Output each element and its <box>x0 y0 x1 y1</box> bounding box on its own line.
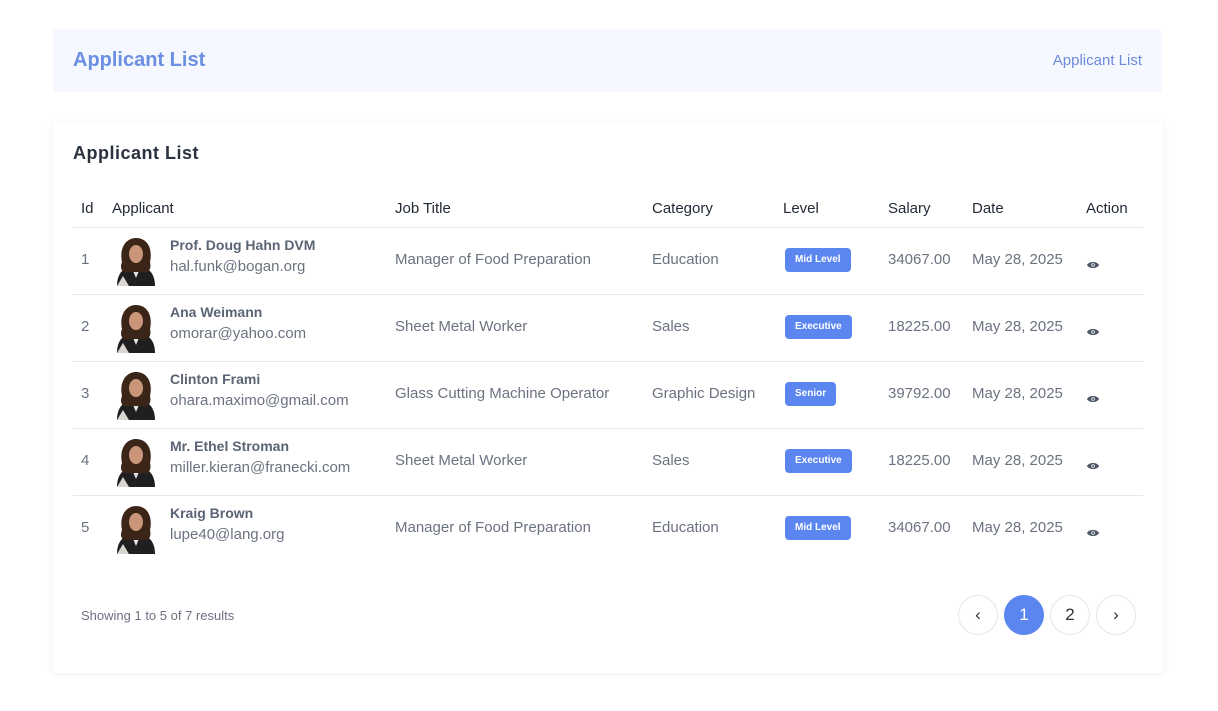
salary: 39792.00 <box>888 385 951 402</box>
category: Sales <box>652 452 690 469</box>
avatar <box>113 437 159 487</box>
category: Education <box>652 251 719 268</box>
page-header: Applicant List Applicant List <box>53 29 1162 92</box>
applicant-email: omorar@yahoo.com <box>170 325 307 342</box>
salary: 34067.00 <box>888 251 951 268</box>
view-button[interactable] <box>1087 323 1099 335</box>
level-badge: Senior <box>785 382 837 406</box>
column-header: Date <box>972 200 1004 217</box>
page-button[interactable]: 2 <box>1050 595 1090 635</box>
applicant-name[interactable]: Ana Weimann <box>170 304 263 320</box>
column-header: Job Title <box>395 200 451 217</box>
column-header: Salary <box>888 200 931 217</box>
job-title: Glass Cutting Machine Operator <box>395 385 610 402</box>
view-button[interactable] <box>1087 390 1099 402</box>
date: May 28, 2025 <box>972 318 1063 335</box>
level-badge: Mid Level <box>785 516 851 540</box>
column-header: Applicant <box>112 200 174 217</box>
applicant-name[interactable]: Clinton Frami <box>170 371 261 387</box>
salary: 18225.00 <box>888 452 951 469</box>
column-header: Level <box>783 200 819 217</box>
avatar <box>113 504 159 554</box>
row-divider <box>73 428 1143 429</box>
applicant-email: miller.kieran@franecki.com <box>170 459 351 476</box>
date: May 28, 2025 <box>972 251 1063 268</box>
row-divider <box>73 495 1143 496</box>
column-header: Action <box>1086 200 1128 217</box>
row-divider <box>73 361 1143 362</box>
view-button[interactable] <box>1087 524 1099 536</box>
applicant-name[interactable]: Mr. Ethel Stroman <box>170 438 290 454</box>
column-header: Id <box>81 200 94 217</box>
job-title: Manager of Food Preparation <box>395 251 591 268</box>
date: May 28, 2025 <box>972 519 1063 536</box>
row-divider <box>73 294 1143 295</box>
category: Sales <box>652 318 690 335</box>
date: May 28, 2025 <box>972 385 1063 402</box>
job-title: Sheet Metal Worker <box>395 452 528 469</box>
row-id: 1 <box>81 251 90 268</box>
applicant-name[interactable]: Prof. Doug Hahn DVM <box>170 237 316 253</box>
page-button[interactable]: 1 <box>1004 595 1044 635</box>
row-id: 2 <box>81 318 90 335</box>
results-summary: Showing 1 to 5 of 7 results <box>81 608 235 623</box>
salary: 18225.00 <box>888 318 951 335</box>
prev-page[interactable]: ‹ <box>958 595 998 635</box>
job-title: Sheet Metal Worker <box>395 318 528 335</box>
breadcrumb[interactable]: Applicant List <box>1052 52 1142 69</box>
applicant-name[interactable]: Kraig Brown <box>170 505 254 521</box>
row-id: 5 <box>81 519 90 536</box>
row-id: 3 <box>81 385 90 402</box>
applicant-email: hal.funk@bogan.org <box>170 258 306 275</box>
avatar <box>113 236 159 286</box>
date: May 28, 2025 <box>972 452 1063 469</box>
applicant-email: lupe40@lang.org <box>170 526 285 543</box>
avatar <box>113 370 159 420</box>
row-id: 4 <box>81 452 90 469</box>
header-divider <box>73 227 1143 228</box>
level-badge: Mid Level <box>785 248 851 272</box>
job-title: Manager of Food Preparation <box>395 519 591 536</box>
column-header: Category <box>652 200 713 217</box>
view-button[interactable] <box>1087 256 1099 268</box>
view-button[interactable] <box>1087 457 1099 469</box>
card-title: Applicant List <box>73 143 200 163</box>
card: Applicant List Showing 1 to 5 of 7 resul… <box>53 123 1163 673</box>
applicant-email: ohara.maximo@gmail.com <box>170 392 349 409</box>
salary: 34067.00 <box>888 519 951 536</box>
level-badge: Executive <box>785 449 852 473</box>
level-badge: Executive <box>785 315 852 339</box>
next-page[interactable]: › <box>1096 595 1136 635</box>
category: Graphic Design <box>652 385 756 402</box>
category: Education <box>652 519 719 536</box>
avatar <box>113 303 159 353</box>
page-title: Applicant List <box>73 49 206 71</box>
